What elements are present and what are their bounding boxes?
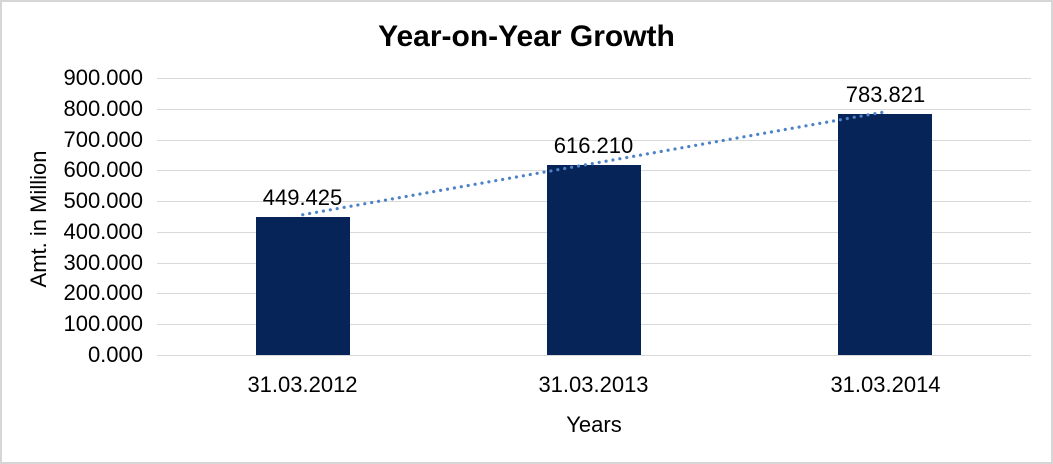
bar-value-label: 783.821 bbox=[845, 82, 926, 107]
x-tick-label: 31.03.2014 bbox=[830, 372, 941, 397]
bar bbox=[838, 114, 932, 355]
bar-value-label: 449.425 bbox=[262, 185, 343, 210]
y-tick-label: 400.000 bbox=[63, 219, 143, 244]
bar-value-label: 616.210 bbox=[553, 133, 634, 158]
x-tick-label: 31.03.2012 bbox=[247, 372, 358, 397]
y-tick-label: 600.000 bbox=[63, 157, 143, 182]
y-tick-label: 500.000 bbox=[63, 188, 143, 213]
y-tick-label: 800.000 bbox=[63, 96, 143, 121]
bar bbox=[547, 165, 641, 355]
y-tick-label: 200.000 bbox=[63, 280, 143, 305]
x-axis-title: Years bbox=[566, 412, 622, 437]
gridline bbox=[157, 355, 1031, 356]
chart-title: Year-on-Year Growth bbox=[378, 20, 675, 53]
x-tick-label: 31.03.2013 bbox=[538, 372, 649, 397]
y-tick-label: 100.000 bbox=[63, 311, 143, 336]
bar bbox=[256, 217, 350, 355]
y-tick-label: 300.000 bbox=[63, 250, 143, 275]
gridline bbox=[157, 78, 1031, 79]
y-tick-label: 0.000 bbox=[87, 342, 143, 367]
gridline bbox=[157, 109, 1031, 110]
y-tick-label: 700.000 bbox=[63, 127, 143, 152]
y-tick-label: 900.000 bbox=[63, 65, 143, 90]
